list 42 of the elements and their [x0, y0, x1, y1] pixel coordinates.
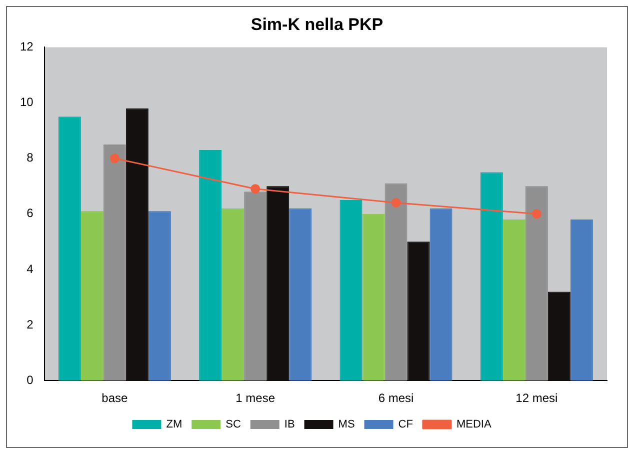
y-tick-label: 8: [26, 150, 34, 165]
x-tick-label: 6 mesi: [378, 391, 414, 406]
bar: [80, 211, 104, 381]
bar: [570, 219, 593, 381]
bar: [103, 144, 126, 381]
bar: [430, 208, 452, 381]
bar: [340, 200, 362, 381]
x-tick-label: 12 mesi: [516, 391, 558, 406]
legend-label: SC: [226, 418, 241, 431]
point: [250, 184, 260, 194]
point: [110, 154, 120, 164]
bar: [548, 292, 570, 381]
legend-label: ZM: [166, 418, 182, 431]
y-tick-label: 10: [20, 95, 34, 110]
bar: [126, 108, 148, 381]
bar: [244, 192, 267, 381]
bar: [480, 172, 503, 381]
point: [532, 209, 542, 219]
bar: [384, 183, 408, 381]
x-tick-label: base: [102, 391, 128, 406]
bar: [199, 150, 222, 381]
point: [391, 198, 401, 208]
x-tick-label: 1 mese: [236, 391, 276, 406]
bar: [407, 242, 430, 381]
y-tick-label: 0: [26, 372, 34, 387]
bar: [502, 219, 526, 381]
bar: [525, 186, 548, 381]
y-tick-label: 2: [26, 317, 34, 332]
chart-title: Sim-K nella PKP: [250, 15, 384, 35]
y-tick-label: 12: [20, 40, 34, 54]
legend-label: IB: [284, 418, 295, 431]
legend-label: CF: [398, 418, 414, 431]
bar: [58, 116, 81, 381]
bar: [222, 208, 244, 381]
bar: [148, 211, 171, 381]
bar: [362, 214, 385, 381]
bar: [266, 186, 290, 381]
y-tick-label: 6: [26, 206, 34, 220]
bar: [289, 208, 312, 381]
legend-label: MS: [338, 418, 355, 431]
legend-label: MEDIA: [456, 418, 492, 431]
y-tick-label: 4: [26, 262, 34, 276]
